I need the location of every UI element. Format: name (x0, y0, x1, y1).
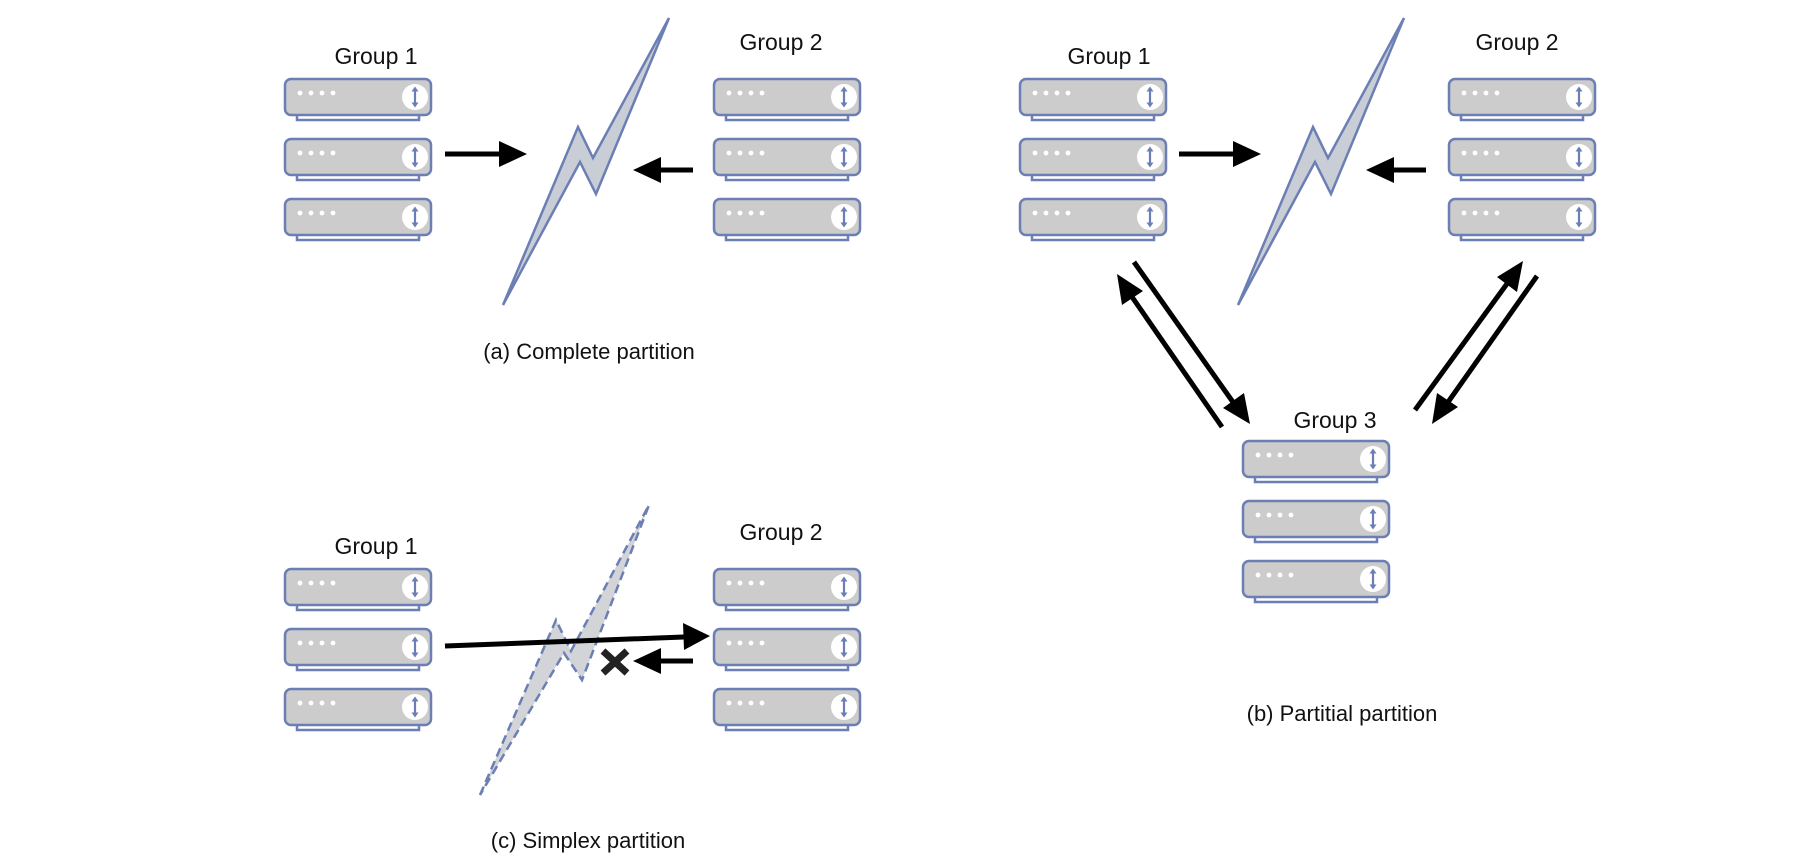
caption-b: (b) Partitial partition (1247, 701, 1438, 726)
arrow-icon (633, 157, 693, 183)
group3-label: Group 3 (1293, 407, 1376, 433)
arrow-icon (1131, 260, 1250, 424)
group2-label: Group 2 (1475, 29, 1558, 55)
x-mark-icon (600, 648, 630, 676)
group1-servers (285, 569, 431, 730)
group1-label: Group 1 (334, 533, 417, 559)
group3-servers (1243, 441, 1389, 602)
panel-partial-partition: Group 1 Group 2 Group 3 (1020, 17, 1595, 726)
group2-servers (714, 569, 860, 730)
arrow-icon (633, 648, 693, 674)
group1-label: Group 1 (1067, 43, 1150, 69)
panel-simplex-partition: Group 1 Group 2 (c) Simplex partition (285, 504, 860, 853)
group1-servers (285, 79, 431, 240)
group2-servers (1449, 79, 1595, 240)
lightning-bolt-icon (1236, 17, 1406, 306)
group2-label: Group 2 (739, 519, 822, 545)
lightning-bolt-icon (478, 504, 651, 796)
arrow-icon (1412, 261, 1523, 412)
arrow-icon (1432, 274, 1540, 424)
group2-servers (714, 79, 860, 240)
caption-c: (c) Simplex partition (491, 828, 685, 853)
caption-a: (a) Complete partition (483, 339, 695, 364)
arrow-icon (1117, 274, 1225, 429)
lightning-bolt-icon (501, 17, 671, 306)
arrow-icon (1179, 141, 1261, 167)
panel-complete-partition: Group 1 Group 2 (a) Complete partition (285, 17, 860, 364)
group1-label: Group 1 (334, 43, 417, 69)
group1-servers (1020, 79, 1166, 240)
group2-label: Group 2 (739, 29, 822, 55)
arrow-icon (444, 623, 710, 650)
arrow-icon (445, 141, 527, 167)
arrow-icon (1366, 157, 1426, 183)
